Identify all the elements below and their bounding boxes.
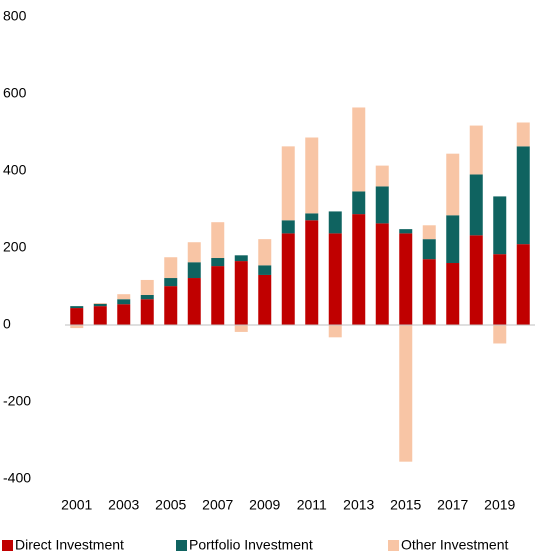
x-tick-label: 2017 bbox=[437, 497, 468, 513]
y-tick-label: -200 bbox=[3, 393, 31, 409]
bar-segment bbox=[305, 213, 319, 221]
legend-label: Portfolio Investment bbox=[189, 537, 313, 553]
x-tick-label: 2015 bbox=[390, 497, 421, 513]
bar-segment bbox=[281, 146, 295, 221]
y-tick-label: 800 bbox=[3, 8, 27, 24]
bar-segment bbox=[493, 254, 507, 325]
x-tick-label: 2003 bbox=[108, 497, 139, 513]
legend-swatch bbox=[2, 540, 13, 551]
bar-segment bbox=[469, 174, 483, 236]
bar-segment bbox=[187, 242, 201, 263]
x-tick-label: 2005 bbox=[155, 497, 186, 513]
y-tick-label: 600 bbox=[3, 85, 27, 101]
x-tick-label: 2009 bbox=[249, 497, 280, 513]
bar-segment bbox=[352, 107, 366, 192]
bar-segment bbox=[211, 266, 225, 325]
y-tick-label: 400 bbox=[3, 162, 27, 178]
bar-segment bbox=[516, 244, 530, 325]
bar-segment bbox=[516, 146, 530, 245]
bar-segment bbox=[493, 325, 507, 344]
bar-segment bbox=[164, 278, 178, 287]
bar-segment bbox=[352, 214, 366, 325]
legend-swatch bbox=[388, 540, 399, 551]
x-tick-label: 2007 bbox=[202, 497, 233, 513]
x-tick-label: 2011 bbox=[297, 497, 327, 513]
bar-segment bbox=[211, 258, 225, 267]
y-tick-label: -400 bbox=[3, 470, 31, 486]
bar-segment bbox=[234, 261, 248, 325]
bar-segment bbox=[422, 259, 436, 325]
bar-segment bbox=[375, 223, 389, 325]
bar-segment bbox=[446, 153, 460, 216]
bar-segment bbox=[328, 211, 342, 234]
bar-segment bbox=[422, 239, 436, 260]
bar-segment bbox=[93, 303, 107, 307]
bar-segment bbox=[446, 263, 460, 325]
bar-segment bbox=[140, 294, 154, 300]
bar-segment bbox=[375, 186, 389, 224]
bar-segment bbox=[70, 308, 84, 325]
bar-segment bbox=[469, 235, 483, 325]
x-tick-label: 2001 bbox=[61, 497, 92, 513]
bar-segment bbox=[164, 257, 178, 279]
bar-segment bbox=[234, 325, 248, 332]
bar-segment bbox=[70, 325, 84, 329]
bar-segment bbox=[516, 122, 530, 147]
bar-segment bbox=[422, 225, 436, 240]
bar-segment bbox=[211, 222, 225, 259]
bar-segment bbox=[117, 299, 131, 305]
bar-segment bbox=[140, 279, 154, 295]
bar-segment bbox=[258, 239, 272, 266]
bar-segment bbox=[399, 325, 413, 462]
bar-segment bbox=[446, 215, 460, 264]
bar-segment bbox=[281, 220, 295, 234]
bar-segment bbox=[70, 306, 84, 309]
bar-segment bbox=[234, 255, 248, 262]
x-tick-label: 2019 bbox=[484, 497, 515, 513]
bar-segment bbox=[305, 137, 319, 214]
bar-segment bbox=[399, 229, 413, 234]
bar-segment bbox=[140, 299, 154, 325]
bar-segment bbox=[328, 233, 342, 325]
bar-segment bbox=[305, 220, 319, 325]
bar-segment bbox=[469, 125, 483, 175]
bar-segment bbox=[93, 303, 107, 304]
legend-swatch bbox=[176, 540, 187, 551]
bar-segment bbox=[375, 165, 389, 187]
bar-segment bbox=[187, 278, 201, 325]
bar-segment bbox=[164, 286, 178, 325]
bar-segment bbox=[117, 304, 131, 325]
bar-segment bbox=[93, 306, 107, 325]
legend-label: Other Investment bbox=[401, 537, 508, 553]
bar-segment bbox=[117, 294, 131, 300]
bar-segment bbox=[187, 262, 201, 279]
legend-label: Direct Investment bbox=[15, 537, 124, 553]
bar-segment bbox=[281, 233, 295, 325]
x-tick-label: 2013 bbox=[343, 497, 374, 513]
y-tick-label: 0 bbox=[3, 316, 11, 332]
bar-segment bbox=[399, 233, 413, 325]
bar-segment bbox=[328, 325, 342, 338]
bar-segment bbox=[258, 265, 272, 275]
bar-segment bbox=[493, 196, 507, 255]
bar-segment bbox=[258, 274, 272, 325]
y-tick-label: 200 bbox=[3, 239, 27, 255]
bar-segment bbox=[352, 191, 366, 215]
